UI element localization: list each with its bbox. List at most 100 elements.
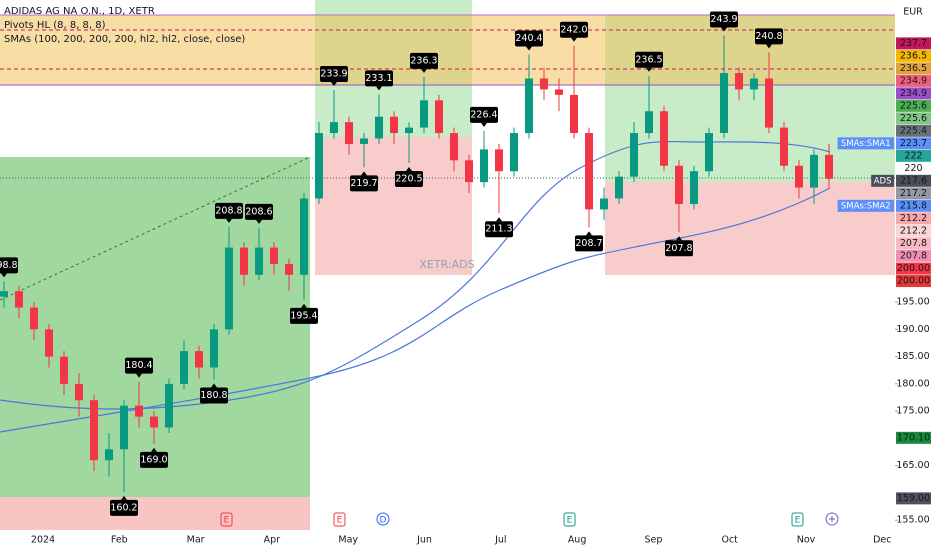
candle-body (540, 78, 548, 90)
candle-body (780, 127, 788, 166)
pivot-pointer (361, 171, 367, 176)
pivot-box (365, 70, 393, 87)
pivot-label: 233.1 (365, 73, 392, 84)
pivot-label: 243.9 (710, 14, 737, 25)
price-tag: SMAs:SMA2 (841, 201, 891, 211)
candle-body (105, 449, 113, 461)
candle-body (375, 116, 383, 139)
pivot-box (560, 21, 588, 38)
price-label: 234.9 (900, 88, 927, 99)
pivot-label: 208.6 (245, 206, 272, 217)
pivot-pointer (331, 81, 337, 86)
price-tag-box (871, 174, 894, 187)
price-label: 212.2 (900, 213, 927, 224)
price-label: 225.6 (900, 113, 927, 124)
candle-body (675, 165, 683, 204)
candle-body (90, 400, 98, 461)
candle-body (630, 133, 638, 177)
event-plus[interactable] (829, 516, 835, 522)
pivot-box (710, 11, 738, 28)
event-icon (220, 512, 233, 527)
pivot-label: 240.4 (515, 33, 542, 44)
pivot-label: 169.0 (140, 454, 167, 465)
event-label: D (380, 516, 387, 526)
pivot-zone (315, 137, 472, 275)
candle-body (300, 198, 308, 275)
pivot-pointer (211, 383, 217, 388)
x-tick-label: 2024 (31, 535, 55, 546)
pivot-pointer (121, 495, 127, 500)
candle-body (75, 383, 83, 401)
pivot-pointer (721, 27, 727, 32)
pivot-box (140, 451, 168, 468)
x-tick-label: Sep (644, 535, 662, 546)
price-tag-box (837, 137, 894, 150)
price-label-box (896, 212, 931, 225)
pivot-label: 208.8 (215, 205, 242, 216)
y-tick-label: 180.00 (896, 378, 929, 389)
price-label: 215.8 (900, 200, 927, 211)
pivot-zone (0, 497, 310, 530)
pivot-box (410, 52, 438, 69)
price-label-box (896, 199, 931, 212)
pivot-box (245, 203, 273, 220)
x-tick-label: Apr (264, 535, 281, 546)
pivot-box (755, 28, 783, 45)
pivot-label: 242.0 (560, 24, 587, 35)
pivot-box (215, 202, 243, 219)
pivot-label: 240.8 (755, 31, 782, 42)
price-label-box (896, 187, 931, 200)
pivot-label: 233.9 (320, 68, 347, 79)
candle-body (795, 165, 803, 188)
indicator-legend: Pivots HL (8, 8, 8, 8) (4, 20, 106, 31)
x-tick-label: Dec (873, 535, 891, 546)
candle-body (30, 307, 38, 330)
candle-body (525, 78, 533, 134)
price-label: 236.5 (900, 63, 927, 74)
pivot-pointer (1, 273, 7, 278)
candle-body (150, 416, 158, 428)
candle-body (405, 127, 413, 134)
candle-body (315, 133, 323, 199)
candle-body (0, 291, 8, 297)
pivot-pointer (421, 68, 427, 73)
candle-body (330, 122, 338, 134)
currency: EUR (903, 7, 923, 18)
price-label: 220 (904, 163, 922, 174)
candle-body (210, 329, 218, 368)
event-icon (376, 512, 390, 526)
event-icon (791, 512, 804, 527)
watermark: XETR:ADS (419, 258, 474, 271)
candle-body (450, 133, 458, 161)
pivot-label: 226.4 (470, 109, 497, 120)
pivot-box (0, 257, 18, 274)
price-label-box (896, 124, 931, 137)
candle-body (585, 133, 593, 210)
pivot-pointer (151, 447, 157, 452)
event-label: E (567, 516, 573, 526)
event-label: E (224, 516, 230, 526)
candle-body (690, 171, 698, 204)
x-tick-label: Mar (187, 535, 205, 546)
y-tick-label: 190.00 (896, 324, 929, 335)
pivot-label: 160.2 (110, 502, 137, 513)
price-label-box (896, 237, 931, 250)
candle-body (15, 291, 23, 308)
price-label: 200.00 (897, 276, 930, 287)
price-label-box (896, 431, 931, 444)
price-label-box (896, 275, 931, 288)
pivot-label: 195.4 (290, 310, 317, 321)
price-label-box (896, 37, 931, 50)
pivot-pointer (481, 122, 487, 127)
event-icon[interactable] (825, 512, 839, 526)
price-label: 200.00 (897, 263, 930, 274)
resistance-band (0, 15, 895, 85)
trend-line (0, 156, 311, 301)
sma-line (0, 187, 831, 433)
x-tick-label: Nov (797, 535, 816, 546)
pivot-pointer (646, 67, 652, 72)
pivot-box (110, 499, 138, 516)
sma-line (0, 140, 831, 410)
price-label: 225.6 (900, 100, 927, 111)
